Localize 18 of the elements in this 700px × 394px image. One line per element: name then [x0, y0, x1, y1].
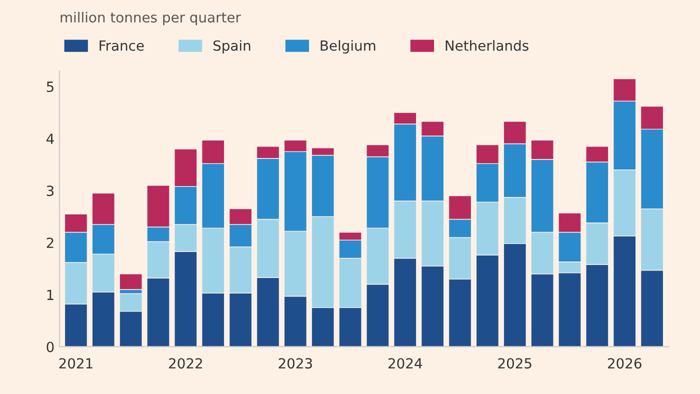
legend-label: France	[100, 40, 144, 51]
legend-label: Belgium	[320, 40, 376, 54]
y-tick-label: 2	[46, 238, 54, 248]
x-tick-label: 2023	[278, 358, 312, 369]
legend-label: Spain	[213, 40, 250, 54]
y-tick-label: 0	[46, 342, 54, 352]
x-tick-label: 2024	[388, 358, 422, 369]
x-tick-label: 2021	[59, 358, 92, 369]
x-tick-label: 2025	[498, 358, 532, 369]
legend-label: Netherlands	[446, 40, 528, 51]
y-tick-label: 1	[47, 290, 54, 300]
y-axis-title: million tonnes per quarter	[60, 12, 241, 26]
x-tick-label: 2026	[608, 358, 642, 369]
y-tick-label: 4	[46, 134, 54, 144]
y-tick-label: 3	[46, 186, 54, 196]
bar	[119, 274, 142, 290]
y-tick-label: 5	[46, 82, 54, 92]
x-tick-label: 2022	[169, 358, 202, 369]
